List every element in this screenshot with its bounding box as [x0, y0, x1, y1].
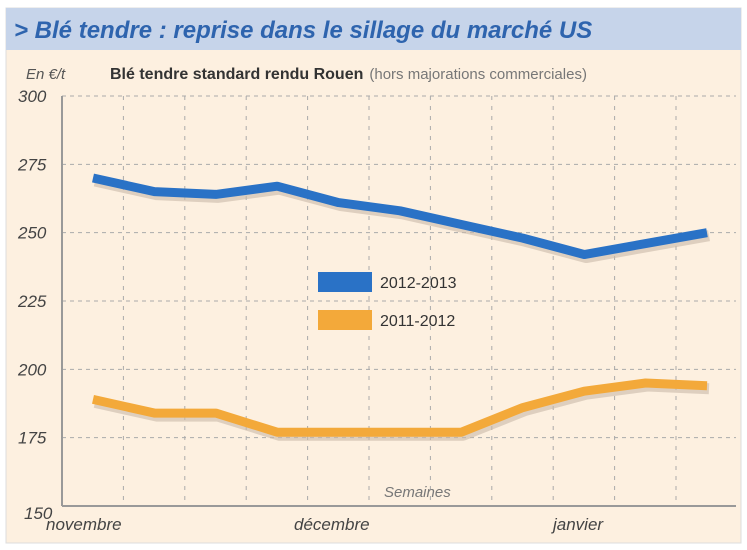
legend: 2012-2013 2011-2012 — [318, 272, 457, 330]
y-tick-label: 150 — [24, 504, 53, 523]
y-tick-label: 200 — [17, 360, 47, 379]
y-tick-label: 250 — [17, 224, 47, 243]
chart-card — [5, 7, 742, 544]
y-tick-label: 175 — [18, 429, 47, 448]
chart-title: Blé tendre standard rendu Rouen (hors maj… — [110, 66, 587, 83]
month-label-novembre: novembre — [46, 515, 122, 534]
header-title: > Blé tendre : reprise dans le sillage d… — [14, 17, 592, 44]
y-tick-label: 300 — [18, 87, 47, 106]
month-label-janvier: janvier — [551, 515, 604, 534]
header-band — [6, 8, 741, 50]
y-tick-label: 225 — [17, 292, 47, 311]
y-tick-label: 275 — [17, 155, 47, 174]
legend-label-2012-2013: 2012-2013 — [380, 275, 457, 292]
legend-swatch-2011-2012 — [318, 310, 372, 330]
x-axis-label: Semaines — [384, 484, 451, 501]
legend-label-2011-2012: 2011-2012 — [380, 313, 455, 330]
legend-swatch-2012-2013 — [318, 272, 372, 292]
month-label-decembre: décembre — [294, 515, 370, 534]
y-axis-unit: En €/t — [26, 66, 66, 83]
